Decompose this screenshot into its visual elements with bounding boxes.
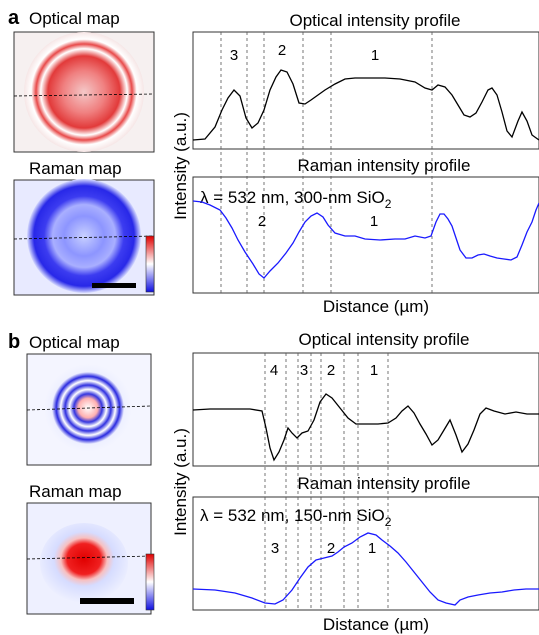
optical-map-a-cut-line [13,93,155,97]
opt-region-label: 2 [327,362,335,379]
y-axis-label-b: Intensity (a.u.) [171,428,190,536]
x-axis-label-b: Distance (µm) [323,615,429,634]
raman-map-title-b: Raman map [29,482,122,501]
optical-map-title-a: Optical map [29,9,120,28]
raman-region-label: 1 [370,213,378,230]
raman-map-b-image [40,523,128,603]
optical-profile-line-a [192,69,539,141]
y-axis-label-a: Intensity (a.u.) [171,112,190,220]
opt-region-label: 1 [370,362,378,379]
raman-condition-b: λ = 532 nm, 150-nm SiO2 [200,506,392,529]
raman-map-b-cut-line [26,555,152,560]
panel-letter-b: b [8,331,20,353]
panel-a: a Optical map Raman map Optical intensit… [8,7,539,316]
scale-bar-a [92,283,136,288]
panel-b: b Optical map Raman map Optical intensit… [8,330,539,634]
raman-profile-line-b [192,532,539,606]
opt-region-label: 4 [270,362,278,379]
raman-profile-b-frame [192,496,539,611]
optical-map-title-b: Optical map [29,333,120,352]
raman-map-title-a: Raman map [29,159,122,178]
raman-map-a-cut-line [13,235,155,240]
opt-region-label: 3 [230,47,238,64]
raman-region-label: 2 [327,540,335,557]
raman-profile-a-frame [192,176,539,294]
raman-profile-title-a: Raman intensity profile [298,156,471,175]
raman-map-a-image [27,179,141,293]
raman-profile-title-b: Raman intensity profile [298,474,471,493]
raman-region-label: 1 [368,540,376,557]
scale-bar-b [80,598,134,604]
optical-map-b-cut-line [26,405,152,411]
opt-profile-title-b: Optical intensity profile [298,330,469,349]
guide-lines-b [264,353,389,610]
colorbar-b [145,553,155,611]
raman-region-label: 3 [271,540,279,557]
opt-region-label: 3 [300,362,308,379]
raman-profile-line-a [192,200,539,279]
optical-map-a-image [24,32,144,152]
opt-profile-title-a: Optical intensity profile [289,11,460,30]
x-axis-label-a: Distance (µm) [323,297,429,316]
opt-region-label: 2 [278,42,286,59]
opt-profile-a-frame [192,31,539,150]
colorbar-a [145,235,155,293]
optical-profile-line-b [192,393,539,462]
opt-region-label: 1 [371,47,379,64]
panel-letter-a: a [8,7,20,29]
raman-region-label: 2 [258,213,266,230]
raman-condition-a: λ = 532 nm, 300-nm SiO2 [200,188,392,211]
guide-lines-a [220,32,433,293]
